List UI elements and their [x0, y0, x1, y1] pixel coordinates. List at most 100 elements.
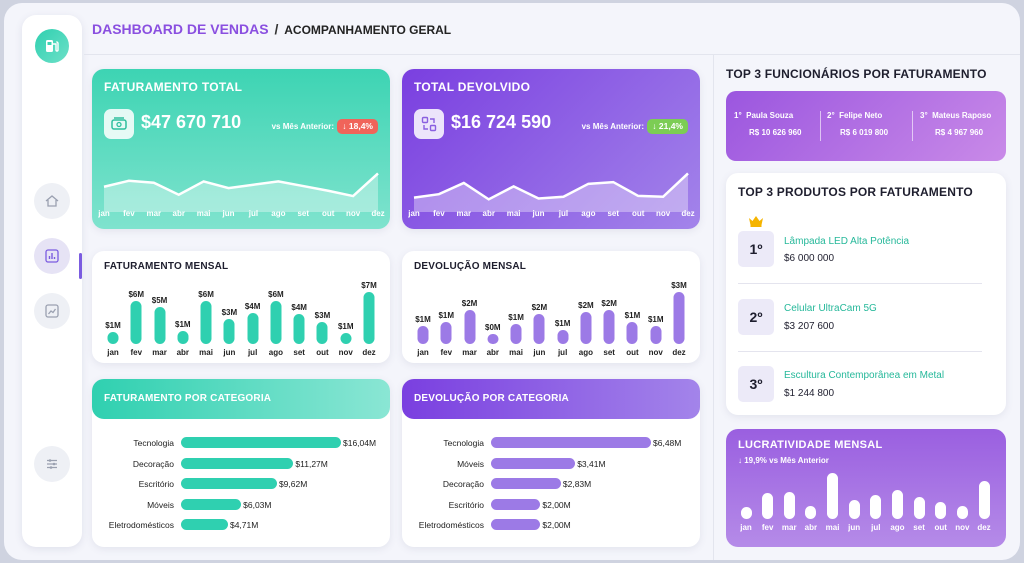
category-label: Decoração — [132, 458, 174, 469]
month-label: abr — [804, 523, 818, 532]
bar-value-label: $3M — [314, 311, 331, 321]
month-label: fev — [433, 209, 445, 218]
bar-value-label: $3M — [221, 308, 238, 318]
category-label: Tecnologia — [133, 438, 174, 448]
month-label: mar — [462, 348, 477, 357]
category-row: Móveis $3,41M — [402, 457, 700, 470]
bar-chart-icon[interactable] — [34, 238, 70, 274]
month-label: ago — [581, 209, 596, 218]
category-value: $2,00M — [542, 499, 571, 510]
category-label: Decoração — [442, 479, 484, 489]
employee-value: R$ 10 626 960 — [749, 128, 802, 137]
month-label: jun — [222, 209, 235, 218]
bar — [417, 326, 429, 344]
bar-value-label: $2M — [601, 299, 617, 308]
bar — [200, 300, 212, 344]
kpi-vs-label: vs Mês Anterior: — [271, 122, 334, 131]
month-label: abr — [482, 209, 495, 218]
bar — [440, 322, 452, 344]
product-divider — [738, 283, 982, 284]
lucratividade-chart: jan fev mar abr mai jun jul ago set out nov dez — [726, 467, 1006, 545]
category-bar — [181, 519, 228, 530]
month-label: jun — [532, 209, 545, 218]
category-label: Escritório — [448, 499, 484, 510]
category-bar — [491, 457, 576, 469]
bar — [487, 334, 499, 344]
sliders-icon[interactable] — [34, 446, 70, 482]
month-label: out — [321, 209, 335, 218]
month-label: ago — [890, 523, 905, 532]
employee-item: 2° Felipe Neto R$ 6 019 800 — [827, 111, 888, 137]
trend-chart-icon[interactable] — [34, 293, 70, 329]
devolucao-mensal-chart: $1M jan $1M fev $2M mar $0M abr $1M mai $2M jun $1M j… — [402, 273, 700, 357]
category-label: Eletrodomésticos — [108, 520, 174, 530]
month-label: dez — [681, 209, 695, 218]
bar-value-label: $5M — [151, 295, 168, 305]
kpi-devolvido-card: TOTAL DEVOLVIDO $16 724 590 vs Mês Anter… — [402, 69, 700, 229]
section-title: LUCRATIVIDADE MENSAL — [738, 439, 883, 451]
profit-bar — [805, 506, 817, 519]
bar-value-label: $2M — [461, 299, 478, 308]
category-label: Escritório — [138, 479, 174, 489]
employee-divider — [820, 111, 821, 141]
month-label: dez — [977, 523, 991, 532]
product-rank: 3º — [738, 366, 774, 402]
month-label: dez — [672, 348, 686, 357]
bar — [510, 324, 522, 344]
devolvido-trend-line — [413, 172, 689, 201]
month-label: jun — [533, 348, 546, 357]
month-label: ago — [578, 348, 594, 357]
bar-value-label: $1M — [624, 311, 641, 320]
faturamento-mensal-chart: $1M jan $6M fev $5M mar $1M abr $6M mai $3M jun $4M j… — [92, 273, 390, 357]
month-label: jul — [871, 523, 881, 532]
category-row: Móveis $6,03M — [92, 498, 390, 511]
bar — [223, 319, 235, 344]
category-row: Tecnologia $16,04M — [92, 437, 390, 449]
category-bar — [491, 478, 561, 489]
header-separator: / — [274, 21, 279, 37]
month-label: jan — [417, 348, 429, 357]
month-label: dez — [371, 209, 385, 218]
kpi-title: TOTAL DEVOLVIDO — [414, 80, 531, 94]
category-bar — [491, 437, 651, 448]
page-title: DASHBOARD DE VENDAS — [92, 21, 269, 37]
product-value: $3 207 600 — [784, 321, 835, 332]
bar-value-label: $3M — [671, 281, 687, 290]
devolucao-categoria-card: DEVOLUÇÃO POR CATEGORIA Tecnologia $6,48M… — [402, 379, 700, 547]
faturamento-categoria-card: FATURAMENTO POR CATEGORIA Tecnologia $16,… — [92, 379, 390, 547]
month-label: fev — [761, 523, 774, 532]
sidebar — [22, 15, 82, 547]
month-label: abr — [176, 348, 190, 357]
product-name: Lâmpada LED Alta Potência — [784, 236, 910, 247]
profit-bar — [956, 506, 968, 519]
employee-name: Paula Souza — [746, 111, 794, 120]
devolvido-trend-area — [414, 173, 688, 212]
section-title: DEVOLUÇÃO POR CATEGORIA — [402, 379, 700, 419]
devolvido-trend-chart — [413, 172, 689, 212]
fuel-logo-icon[interactable] — [35, 29, 69, 63]
profit-change: ↓ 19,9% vs Mês Anterior — [738, 456, 829, 465]
category-label: Móveis — [457, 458, 484, 469]
bar-value-label: $6M — [268, 289, 284, 299]
bar-value-label: $1M — [647, 315, 664, 324]
top-funcionarios-card: 1° Paula Souza R$ 10 626 960 2° Felipe N… — [726, 91, 1006, 161]
section-title: FATURAMENTO POR CATEGORIA — [92, 379, 390, 419]
bar-value-label: $2M — [531, 303, 548, 312]
month-label: mai — [506, 209, 521, 218]
bar — [363, 292, 375, 344]
bar-value-label: $1M — [438, 311, 455, 320]
employee-rank: 1° — [734, 111, 742, 120]
bar — [247, 312, 259, 344]
month-label: dez — [362, 348, 376, 357]
employee-name: Mateus Raposo — [932, 111, 992, 120]
home-icon[interactable] — [34, 183, 70, 219]
month-label: out — [631, 209, 645, 218]
month-label: abr — [486, 348, 500, 357]
category-row: Eletrodomésticos $2,00M — [402, 519, 700, 531]
bar — [557, 330, 569, 344]
bar — [673, 292, 685, 344]
month-label: set — [913, 523, 925, 532]
page-header: DASHBOARD DE VENDAS / ACOMPANHAMENTO GER… — [92, 21, 451, 37]
month-label: mar — [146, 209, 162, 218]
devolucao-mensal-card: DEVOLUÇÃO MENSAL $1M jan $1M fev $2M mar $0M ab… — [402, 251, 700, 363]
